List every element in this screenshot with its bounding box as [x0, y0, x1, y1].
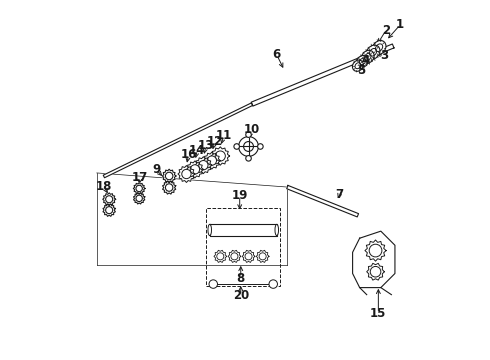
- Text: 7: 7: [336, 188, 343, 201]
- Text: 1: 1: [396, 18, 404, 31]
- Circle shape: [209, 280, 218, 288]
- Circle shape: [166, 172, 173, 180]
- Ellipse shape: [352, 60, 364, 71]
- Text: 10: 10: [243, 123, 260, 136]
- Circle shape: [166, 184, 173, 191]
- Polygon shape: [214, 250, 227, 262]
- Circle shape: [182, 169, 191, 179]
- Text: 5: 5: [357, 64, 365, 77]
- Polygon shape: [186, 161, 203, 178]
- Polygon shape: [178, 166, 195, 183]
- Polygon shape: [203, 152, 220, 169]
- Text: 15: 15: [370, 307, 387, 320]
- Text: 20: 20: [233, 289, 249, 302]
- Text: 16: 16: [180, 148, 197, 161]
- Circle shape: [215, 151, 225, 161]
- Text: 13: 13: [198, 139, 214, 152]
- Text: 4: 4: [362, 54, 370, 67]
- Polygon shape: [195, 157, 212, 174]
- Circle shape: [258, 144, 263, 149]
- Polygon shape: [103, 103, 253, 178]
- Polygon shape: [367, 263, 384, 280]
- Ellipse shape: [366, 45, 380, 59]
- Circle shape: [259, 253, 266, 260]
- Circle shape: [234, 144, 240, 149]
- Ellipse shape: [362, 50, 374, 63]
- Polygon shape: [287, 185, 359, 217]
- Circle shape: [246, 132, 251, 138]
- Text: 17: 17: [132, 171, 148, 184]
- Ellipse shape: [275, 224, 278, 235]
- Text: 14: 14: [189, 144, 206, 157]
- Ellipse shape: [372, 41, 386, 55]
- Circle shape: [239, 136, 258, 156]
- Text: 2: 2: [382, 23, 390, 37]
- Text: 19: 19: [231, 189, 248, 202]
- Polygon shape: [228, 250, 241, 262]
- Circle shape: [106, 207, 113, 214]
- Circle shape: [190, 165, 199, 174]
- Circle shape: [136, 185, 143, 192]
- Circle shape: [231, 253, 238, 260]
- Text: 3: 3: [380, 49, 389, 62]
- Polygon shape: [210, 224, 277, 235]
- Text: 6: 6: [272, 48, 281, 61]
- Polygon shape: [103, 204, 115, 216]
- Circle shape: [269, 280, 277, 288]
- Text: 9: 9: [152, 163, 160, 176]
- Text: 8: 8: [237, 271, 245, 284]
- Circle shape: [245, 253, 252, 260]
- Text: 18: 18: [96, 180, 112, 193]
- Polygon shape: [103, 193, 116, 206]
- Circle shape: [369, 244, 382, 257]
- Polygon shape: [133, 183, 145, 194]
- Text: 12: 12: [207, 135, 223, 148]
- Polygon shape: [162, 169, 176, 183]
- Polygon shape: [211, 147, 229, 165]
- Circle shape: [246, 156, 251, 161]
- Circle shape: [207, 156, 217, 165]
- Polygon shape: [251, 44, 394, 106]
- Text: 11: 11: [216, 129, 232, 143]
- Polygon shape: [242, 250, 255, 262]
- Polygon shape: [365, 240, 386, 261]
- Polygon shape: [163, 181, 176, 194]
- Polygon shape: [134, 193, 145, 204]
- Circle shape: [217, 253, 224, 260]
- Ellipse shape: [208, 224, 212, 235]
- Circle shape: [199, 161, 208, 170]
- Ellipse shape: [357, 55, 368, 67]
- Circle shape: [106, 196, 113, 203]
- Circle shape: [136, 195, 143, 202]
- Circle shape: [370, 266, 381, 277]
- Polygon shape: [256, 250, 269, 262]
